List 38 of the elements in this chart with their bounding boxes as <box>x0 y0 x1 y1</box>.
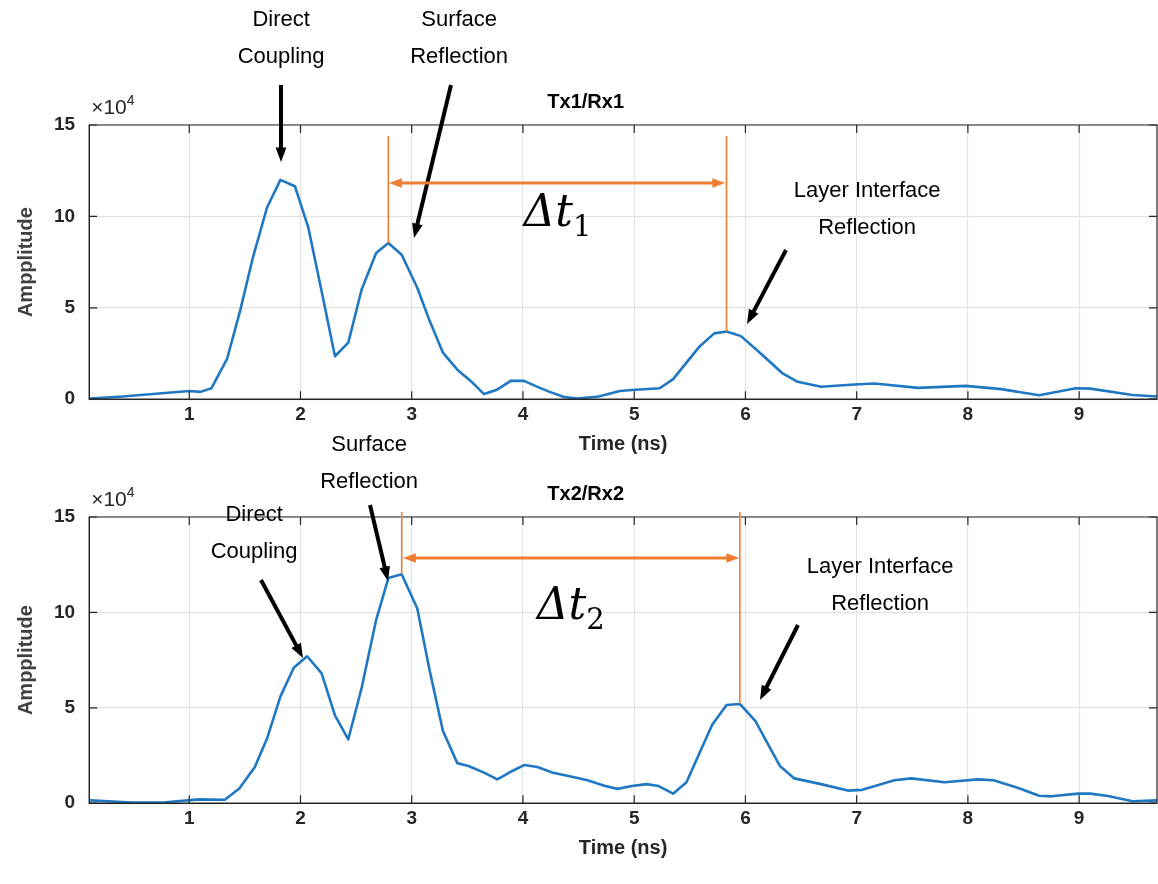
y-tick-label: 0 <box>64 387 76 409</box>
x-tick-label: 1 <box>183 402 195 424</box>
y-tick-label: 5 <box>64 296 76 318</box>
text: Surface Reflection <box>320 431 419 494</box>
x-tick-label: 6 <box>740 402 751 424</box>
text: Surface Reflection <box>410 6 509 69</box>
y-tick-label: 15 <box>53 505 76 527</box>
x-tick-label: 7 <box>851 806 862 828</box>
x-tick-label: 3 <box>406 402 418 424</box>
x-tick-label: 5 <box>628 402 640 424</box>
y-tick-label: 10 <box>53 600 76 622</box>
x-tick-label: 6 <box>740 806 751 828</box>
x-tick-label: 9 <box>1073 806 1085 828</box>
y-axis-title: Ampplitude <box>13 605 36 716</box>
x-tick-label: 2 <box>295 806 306 828</box>
annotation: Direct Coupling <box>210 501 298 564</box>
x-tick-label: 5 <box>628 806 640 828</box>
y-tick-label: 5 <box>64 696 76 718</box>
x-axis-title: Time (ns) <box>578 835 668 858</box>
y-axis-title: Ampplitude <box>13 207 36 318</box>
y-tick-label: 0 <box>64 791 76 813</box>
x-tick-label: 4 <box>517 806 529 828</box>
x-tick-label: 1 <box>183 806 195 828</box>
x-axis-title: Time (ns) <box>578 431 668 454</box>
annotation: Layer Interface Reflection <box>806 553 954 616</box>
x-tick-label: 3 <box>406 806 418 828</box>
x-tick-label: 7 <box>851 402 862 424</box>
x-tick-label: 9 <box>1073 402 1085 424</box>
text: Direct Coupling <box>237 6 325 69</box>
chart-title: Tx2/Rx2 <box>547 481 625 504</box>
x-tick-label: 4 <box>517 402 529 424</box>
x-tick-label: 8 <box>962 402 974 424</box>
chart-title: Tx1/Rx1 <box>547 89 625 112</box>
x-tick-label: 2 <box>295 402 306 424</box>
x-tick-label: 8 <box>962 806 974 828</box>
annotation: Layer Interface Reflection <box>793 177 941 240</box>
y-tick-label: 10 <box>53 204 76 226</box>
y-tick-label: 15 <box>53 113 76 135</box>
